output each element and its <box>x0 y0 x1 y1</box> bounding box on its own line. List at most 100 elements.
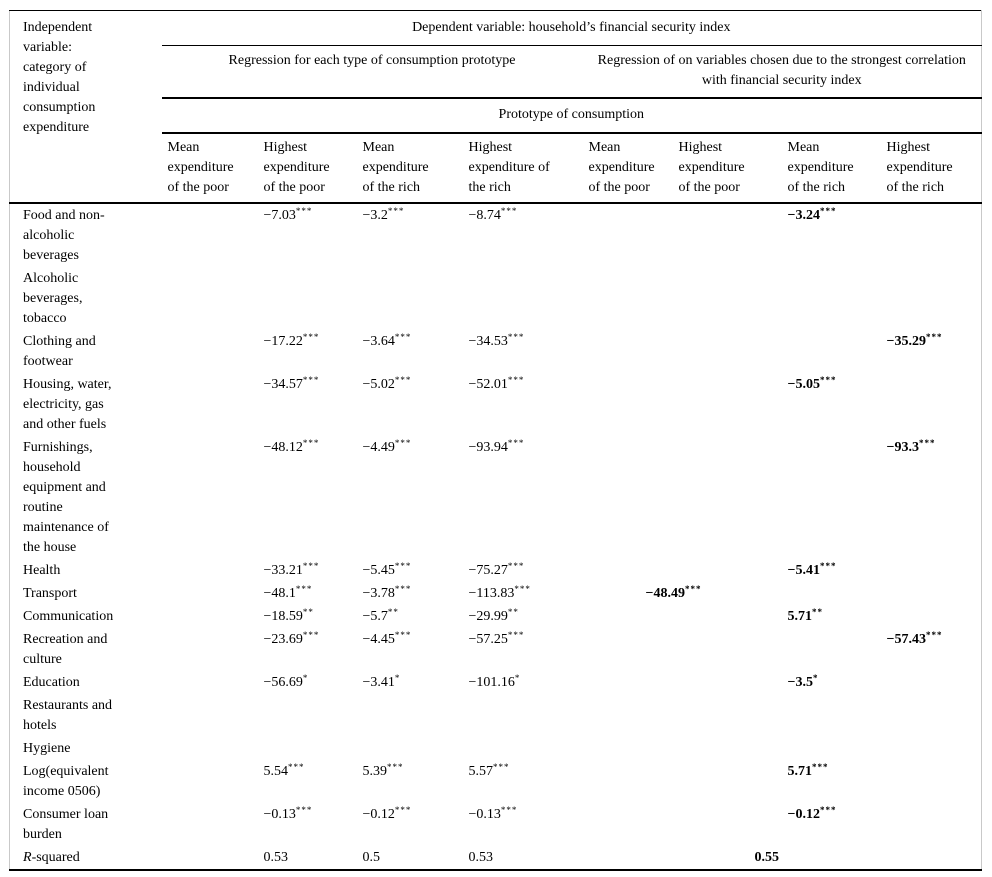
value-cell: −35.29*** <box>886 331 943 349</box>
value-cell <box>583 267 673 330</box>
stub-header: Independent variable: category of indivi… <box>9 10 162 204</box>
stub-header-line: expenditure <box>23 120 90 135</box>
significance-stars: *** <box>394 583 412 594</box>
significance-stars: ** <box>387 606 399 617</box>
row-label: Education <box>23 675 80 690</box>
significance-stars: *** <box>394 560 412 571</box>
row-label: Log(equivalent income 0506) <box>23 764 109 799</box>
value-cell <box>673 559 782 582</box>
header-row-prototype: Prototype of consumption <box>10 98 982 134</box>
value-cell <box>881 267 982 330</box>
table-row: Communication −18.59** −5.7** −29.99** 5.71*… <box>10 605 982 628</box>
value-cell <box>782 628 881 671</box>
row-label: Communication <box>23 609 114 624</box>
value-cell <box>162 671 258 694</box>
value-cell: −4.49*** <box>362 437 412 455</box>
significance-stars: *** <box>819 205 837 216</box>
significance-stars: *** <box>295 583 313 594</box>
table-row: Health −33.21*** −5.45*** −75.27*** −5.41*** <box>10 559 982 582</box>
value-cell <box>162 694 258 737</box>
significance-stars: *** <box>507 374 525 385</box>
row-label: Health <box>23 563 61 578</box>
value-cell: 0.5 <box>362 850 381 865</box>
significance-stars: *** <box>302 374 320 385</box>
value-cell <box>881 737 982 760</box>
value-cell <box>162 803 258 846</box>
table-row: Recreation and culture −23.69*** −4.45*** −5… <box>10 628 982 671</box>
significance-stars: *** <box>302 629 320 640</box>
value-cell: −29.99** <box>468 606 519 624</box>
value-cell <box>782 737 881 760</box>
value-cell <box>673 436 782 559</box>
value-cell <box>162 559 258 582</box>
row-label: Furnishings, household equipment and routin… <box>23 440 109 555</box>
significance-stars: *** <box>387 205 405 216</box>
significance-stars: *** <box>493 761 510 772</box>
value-cell <box>583 803 673 846</box>
row-label: Restaurants and hotels <box>23 698 113 733</box>
value-cell: −5.45*** <box>362 560 412 578</box>
table-row: Restaurants and hotels <box>10 694 982 737</box>
value-cell <box>463 267 583 330</box>
value-cell: 5.39*** <box>362 761 404 779</box>
dependent-variable-header: Dependent variable: household’s financia… <box>161 10 982 46</box>
value-cell <box>881 605 982 628</box>
significance-stars: *** <box>514 583 531 594</box>
table-row: Clothing and footwear −17.22*** −3.64*** −34… <box>10 330 982 373</box>
value-cell <box>673 373 782 436</box>
value-cell: −93.94*** <box>468 437 525 455</box>
value-cell: −4.45*** <box>362 629 412 647</box>
value-cell: −101.16* <box>468 672 521 690</box>
significance-stars: *** <box>394 437 412 448</box>
row-label: Transport <box>23 586 77 601</box>
column-header-mean-poor-2: Mean expenditure of the poor <box>582 133 673 204</box>
value-cell <box>258 267 357 330</box>
panel2-header: Regression of on variables chosen due to… <box>582 45 982 99</box>
significance-stars: *** <box>295 804 313 815</box>
value-cell <box>673 737 782 760</box>
significance-stars: *** <box>507 560 525 571</box>
value-cell <box>258 694 357 737</box>
value-cell: −3.64*** <box>362 331 412 349</box>
value-cell: 0.55 <box>754 850 780 865</box>
significance-stars: ** <box>812 606 823 617</box>
stub-header-line: consumption <box>23 100 96 115</box>
table-row: R-squared 0.53 0.5 0.53 0.55 <box>10 846 982 870</box>
value-cell: −57.25*** <box>468 629 525 647</box>
significance-stars: *** <box>925 629 943 640</box>
table-row: Transport −48.1*** −3.78*** −113.83*** −48.4… <box>10 582 982 605</box>
value-cell <box>162 737 258 760</box>
significance-stars: *** <box>684 583 702 594</box>
significance-stars: *** <box>302 437 320 448</box>
significance-stars: *** <box>288 761 305 772</box>
value-cell <box>673 203 782 267</box>
value-cell <box>881 694 982 737</box>
value-cell: −57.43*** <box>886 629 943 647</box>
value-cell <box>782 436 881 559</box>
column-header-highest-poor-1: Highest expenditure of the poor <box>257 133 357 204</box>
significance-stars: ** <box>302 606 314 617</box>
value-cell <box>881 559 982 582</box>
value-cell: 0.53 <box>263 850 289 865</box>
value-cell: −5.02*** <box>362 374 412 392</box>
value-cell <box>162 203 258 267</box>
value-cell <box>583 203 673 267</box>
stub-header-line: category of <box>23 60 87 75</box>
table-row: Education −56.69* −3.41* −101.16* −3.5* <box>10 671 982 694</box>
value-cell <box>782 267 881 330</box>
value-cell: −48.49*** <box>645 583 702 601</box>
value-cell: −75.27*** <box>468 560 525 578</box>
stub-header-line: variable: <box>23 40 72 55</box>
column-header-highest-poor-2: Highest expenditure of the poor <box>672 133 782 204</box>
value-cell <box>881 846 982 870</box>
value-cell <box>881 373 982 436</box>
significance-stars: * <box>394 672 401 683</box>
value-cell: −52.01*** <box>468 374 525 392</box>
value-cell <box>881 582 982 605</box>
value-cell: −93.3*** <box>886 437 936 455</box>
value-cell <box>583 846 673 870</box>
value-cell <box>583 628 673 671</box>
value-cell <box>673 628 782 671</box>
value-cell <box>673 671 782 694</box>
